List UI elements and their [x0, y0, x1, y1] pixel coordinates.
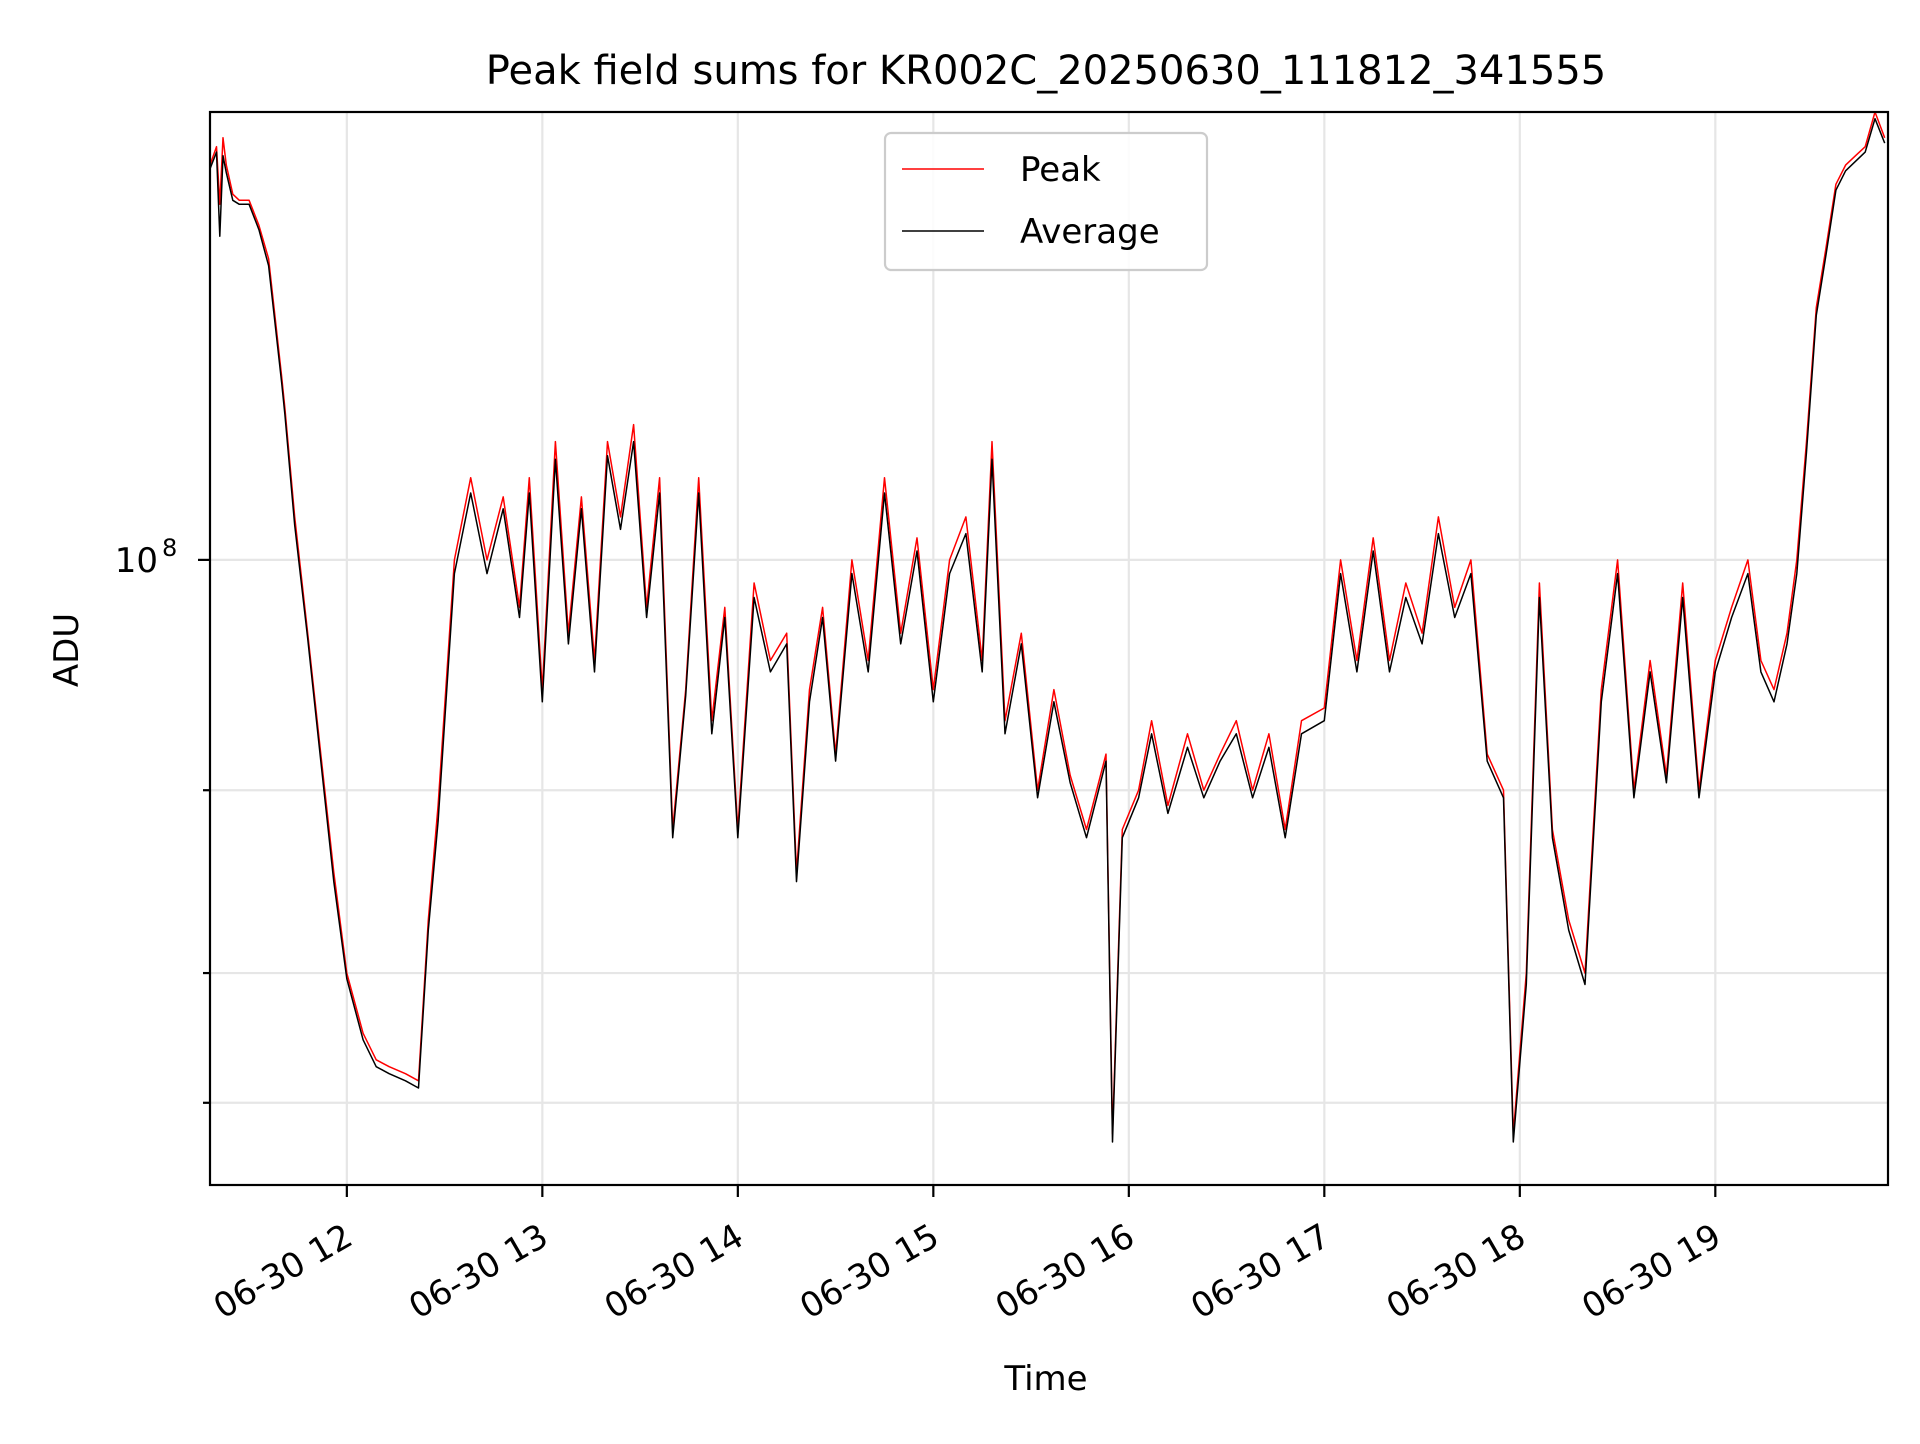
y-tick-exponent: 8 — [162, 534, 177, 562]
series-average-line — [209, 117, 1886, 1143]
legend-label-average: Average — [1020, 212, 1160, 252]
chart-title: Peak field sums for KR002C_20250630_1118… — [486, 48, 1606, 94]
legend-box — [883, 131, 1209, 272]
plot-area-frame — [208, 110, 1890, 1187]
legend-label-peak: Peak — [1020, 150, 1101, 190]
y-axis-label: ADU — [47, 613, 87, 687]
legend: Peak Average — [883, 131, 1209, 272]
series-layer — [209, 111, 1886, 1143]
x-axis-label: Time — [1003, 1359, 1087, 1399]
y-tick-label: 10 — [115, 541, 158, 581]
